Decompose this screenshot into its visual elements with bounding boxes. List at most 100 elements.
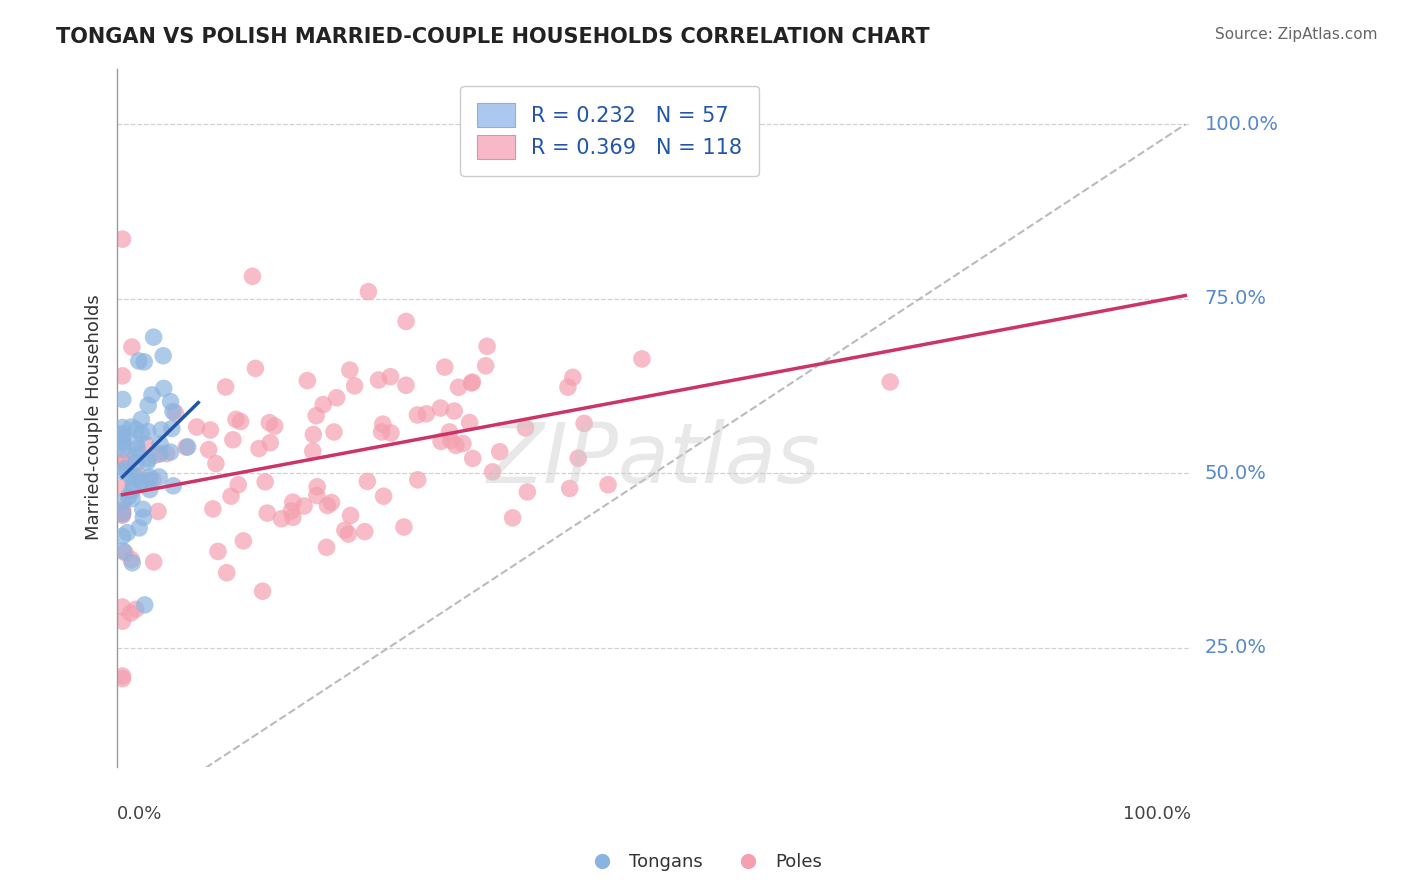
Point (395, 378, 418, 392)
Point (121, 491, 143, 506)
Point (111, 599, 134, 614)
Point (111, 442, 134, 456)
Point (111, 495, 134, 509)
Point (138, 451, 160, 466)
Point (281, 510, 304, 524)
Y-axis label: Married-couple Households: Married-couple Households (86, 294, 103, 541)
Text: ZIPatlas: ZIPatlas (486, 419, 821, 500)
Point (149, 447, 172, 461)
Point (135, 437, 157, 451)
Point (205, 457, 228, 471)
Point (121, 340, 143, 354)
Point (136, 425, 159, 439)
Point (160, 421, 183, 435)
Point (370, 425, 392, 439)
Point (447, 380, 470, 394)
Point (146, 504, 169, 518)
Point (131, 412, 153, 426)
Point (567, 451, 589, 466)
Point (307, 480, 329, 494)
Point (321, 495, 343, 509)
Point (142, 473, 165, 487)
Point (186, 420, 208, 434)
Point (558, 482, 581, 496)
Point (371, 417, 394, 432)
Point (159, 445, 181, 459)
Point (122, 477, 145, 491)
Point (120, 453, 142, 467)
Point (232, 533, 254, 548)
Point (139, 483, 162, 497)
Point (111, 455, 134, 469)
Point (111, 480, 134, 494)
Point (125, 470, 148, 484)
Point (461, 451, 484, 466)
Point (367, 373, 389, 387)
Point (252, 584, 274, 599)
Point (142, 330, 165, 344)
Point (207, 544, 229, 558)
Point (120, 552, 142, 566)
Point (516, 484, 538, 499)
Text: 50.0%: 50.0% (1205, 464, 1267, 483)
Legend: Tongans, Poles: Tongans, Poles (576, 847, 830, 879)
Text: 100.0%: 100.0% (1205, 115, 1278, 134)
Point (222, 433, 245, 447)
Point (121, 483, 143, 498)
Point (879, 375, 901, 389)
Point (323, 425, 346, 439)
Point (111, 614, 134, 628)
Point (395, 314, 418, 328)
Point (292, 499, 315, 513)
Point (254, 475, 277, 489)
Point (433, 360, 456, 375)
Point (111, 368, 134, 383)
Point (159, 394, 181, 409)
Point (152, 381, 174, 395)
Point (111, 504, 134, 518)
Point (111, 529, 134, 543)
Text: 100.0%: 100.0% (1122, 805, 1191, 823)
Point (174, 440, 197, 454)
Point (111, 504, 134, 518)
Point (114, 546, 136, 560)
Point (247, 442, 270, 456)
Point (111, 428, 134, 442)
Point (129, 475, 152, 489)
Point (121, 556, 143, 570)
Point (458, 416, 481, 430)
Point (152, 349, 174, 363)
Point (132, 502, 155, 516)
Point (125, 423, 148, 437)
Point (481, 465, 503, 479)
Point (333, 523, 356, 537)
Text: 0.0%: 0.0% (117, 805, 163, 823)
Point (339, 363, 361, 377)
Point (128, 354, 150, 368)
Point (557, 380, 579, 394)
Point (124, 449, 146, 463)
Point (245, 361, 267, 376)
Point (127, 468, 149, 483)
Point (339, 508, 361, 523)
Point (111, 435, 134, 450)
Point (297, 374, 319, 388)
Point (142, 555, 165, 569)
Point (125, 436, 148, 450)
Point (270, 512, 292, 526)
Point (259, 435, 281, 450)
Point (439, 425, 461, 439)
Point (460, 376, 482, 390)
Point (301, 444, 323, 458)
Point (155, 447, 177, 461)
Point (415, 407, 437, 421)
Point (143, 448, 166, 462)
Point (226, 477, 249, 491)
Point (305, 489, 328, 503)
Legend: R = 0.232   N = 57, R = 0.369   N = 118: R = 0.232 N = 57, R = 0.369 N = 118 (460, 86, 759, 176)
Point (380, 425, 402, 440)
Point (343, 379, 366, 393)
Point (111, 437, 134, 451)
Point (392, 520, 415, 534)
Point (263, 419, 285, 434)
